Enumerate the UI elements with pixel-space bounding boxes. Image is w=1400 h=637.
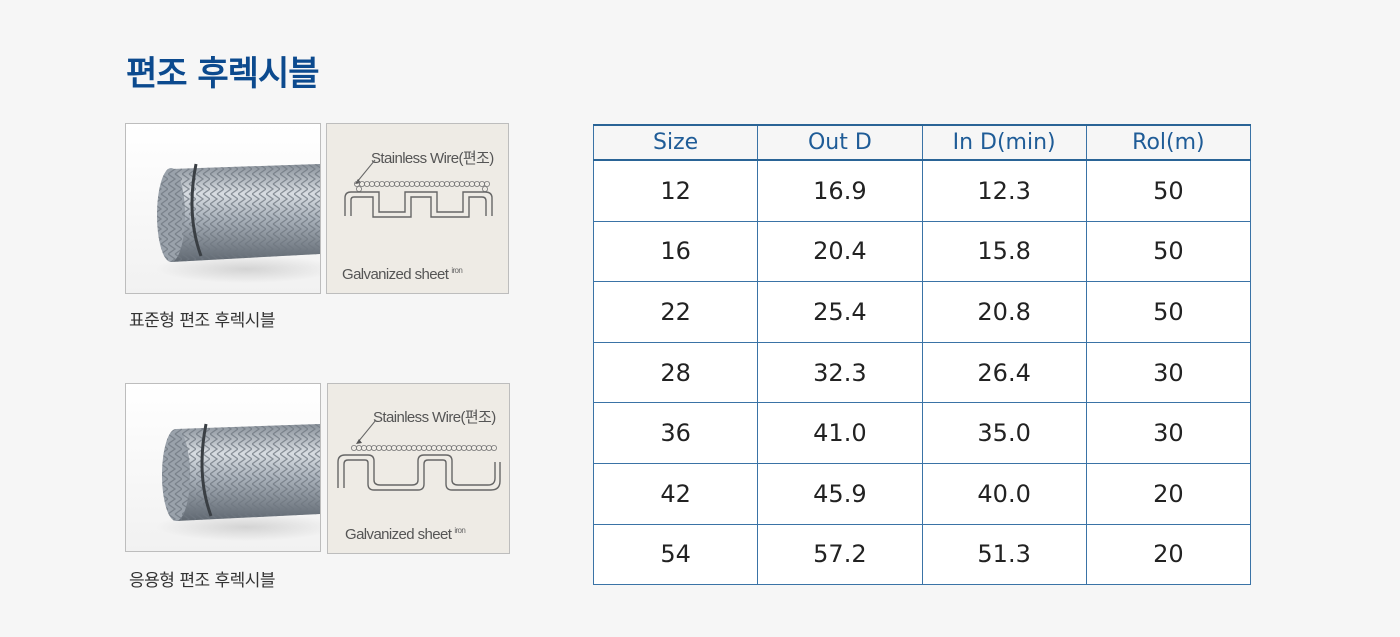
diagram-label-sheet: Galvanized sheet iron	[345, 526, 466, 543]
cell-in-d: 15.8	[921, 220, 1087, 283]
cell-in-d: 40.0	[921, 462, 1087, 525]
diagram-label-iron: iron	[451, 266, 463, 275]
cell-out-d: 41.0	[757, 402, 923, 464]
table-header-row: Size Out D In D(min) Rol(m)	[592, 124, 1252, 161]
cell-rol: 50	[1085, 220, 1252, 283]
standard-hose-diagram: Stainless Wire(편조) Galvanized sheet iron	[326, 123, 509, 294]
cell-rol: 50	[1085, 159, 1252, 222]
cell-in-d: 20.8	[921, 281, 1087, 343]
cell-in-d: 51.3	[921, 523, 1087, 586]
cell-rol: 20	[1085, 462, 1252, 525]
cell-out-d: 25.4	[757, 281, 923, 343]
header-size: Size	[592, 124, 759, 161]
cell-rol: 30	[1085, 402, 1252, 464]
cell-in-d: 35.0	[921, 402, 1087, 464]
diagram-label-sheet-text: Galvanized sheet	[345, 526, 452, 543]
cell-size: 54	[592, 523, 759, 586]
table-row: 42 45.9 40.0 20	[592, 462, 1252, 525]
cell-size: 42	[592, 462, 759, 525]
header-out-d: Out D	[757, 124, 923, 161]
cell-out-d: 32.3	[757, 341, 923, 404]
cell-rol: 20	[1085, 523, 1252, 586]
cell-size: 36	[592, 402, 759, 464]
cell-size: 12	[592, 159, 759, 222]
cell-in-d: 12.3	[921, 159, 1087, 222]
standard-hose-caption: 표준형 편조 후렉시블	[129, 311, 276, 331]
cell-size: 22	[592, 281, 759, 343]
cell-size: 16	[592, 220, 759, 283]
header-rol: Rol(m)	[1085, 124, 1252, 161]
applied-hose-diagram: Stainless Wire(편조) Galvanized sheet iron	[327, 383, 510, 554]
diagram-label-wire: Stainless Wire(편조)	[373, 409, 496, 426]
diagram-label-iron: iron	[454, 526, 466, 535]
cell-in-d: 26.4	[921, 341, 1087, 404]
table-row: 54 57.2 51.3 20	[592, 523, 1252, 586]
cell-size: 28	[592, 341, 759, 404]
page-title: 편조 후렉시블	[126, 54, 320, 94]
cell-out-d: 16.9	[757, 159, 923, 222]
cell-out-d: 45.9	[757, 462, 923, 525]
spec-table: Size Out D In D(min) Rol(m) 12 16.9 12.3…	[592, 124, 1252, 586]
standard-hose-photo	[125, 123, 321, 294]
table-row: 16 20.4 15.8 50	[592, 220, 1252, 283]
header-in-d: In D(min)	[921, 124, 1087, 161]
table-row: 12 16.9 12.3 50	[592, 159, 1252, 222]
applied-hose-caption: 응용형 편조 후렉시블	[129, 571, 276, 591]
table-row: 36 41.0 35.0 30	[592, 402, 1252, 464]
table-row: 28 32.3 26.4 30	[592, 341, 1252, 404]
diagram-label-sheet-text: Galvanized sheet	[342, 266, 449, 283]
cell-rol: 30	[1085, 341, 1252, 404]
diagram-label-wire: Stainless Wire(편조)	[371, 150, 494, 167]
applied-hose-photo	[125, 383, 321, 552]
cell-out-d: 20.4	[757, 220, 923, 283]
cell-out-d: 57.2	[757, 523, 923, 586]
cell-rol: 50	[1085, 281, 1252, 343]
diagram-label-sheet: Galvanized sheet iron	[342, 266, 463, 283]
table-row: 22 25.4 20.8 50	[592, 281, 1252, 343]
